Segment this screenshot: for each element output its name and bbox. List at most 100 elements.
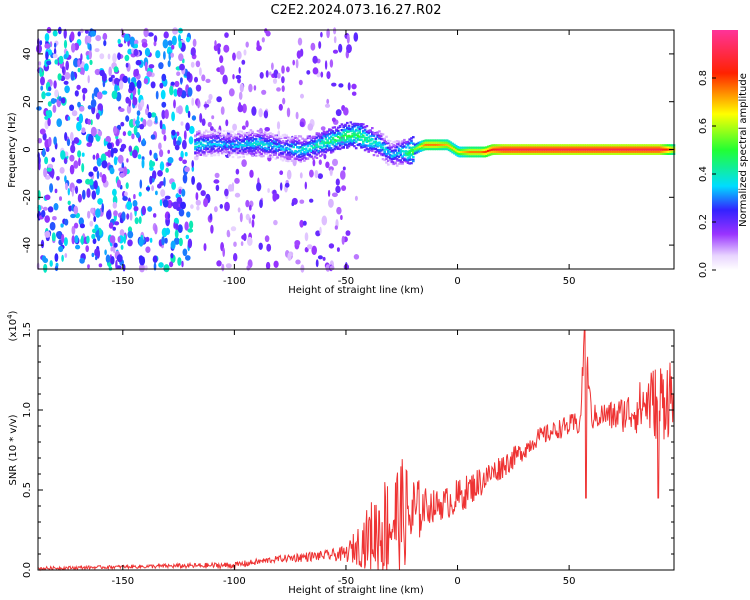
spectrogram-ridge-cell (578, 148, 581, 151)
spectrogram-ridge-cell (445, 141, 449, 144)
spectrogram-ridge-cell (358, 144, 362, 147)
spectrogram-ridge-cell (654, 144, 658, 147)
spectrogram-ridge-cell (215, 135, 219, 138)
spectrogram-ridge-cell (403, 157, 406, 160)
spectrogram-noise-cell (133, 206, 139, 212)
spectrogram-noise-cell (161, 109, 166, 120)
spectrogram-noise-cell (178, 188, 182, 194)
spectrogram-ridge-cell (619, 148, 622, 151)
spectrogram-noise-cell (185, 104, 189, 114)
spectrogram-ridge-cell (371, 131, 374, 134)
spectrogram-ridge-cell (412, 160, 415, 163)
spectrogram-ridge-cell (551, 152, 554, 155)
spectrogram-ridge-cell (249, 141, 253, 144)
spectrogram-ridge-cell (271, 142, 274, 145)
spectrogram-ridge-cell (254, 154, 258, 157)
spectrogram-ridge-cell (374, 142, 378, 145)
x-tick-label: -100 (223, 576, 246, 587)
spectrogram-noise-cell (228, 88, 235, 97)
spectrogram-ridge-cell (470, 155, 474, 158)
spectrogram-ridge-cell (538, 152, 542, 155)
spectrogram-ridge-cell (392, 141, 395, 144)
spectrogram-noise-cell (66, 138, 71, 147)
spectrogram-ridge-cell (312, 150, 315, 153)
spectrogram-ridge-cell (356, 124, 360, 127)
spectrogram-ridge-cell (215, 131, 219, 134)
spectrogram-noise-cell (185, 234, 189, 240)
spectrogram-ridge-cell (362, 126, 365, 129)
spectrogram-ridge-cell (337, 126, 340, 129)
spectrogram-ridge-cell (224, 152, 228, 155)
spectrogram-noise-cell (77, 59, 81, 68)
spectrogram-ridge-cell (374, 147, 378, 150)
spectrogram-ridge-cell (321, 136, 324, 139)
spectrogram-noise-cell (195, 199, 201, 206)
spectrogram-ridge-cell (529, 152, 533, 155)
spectrogram-ridge-cell (262, 147, 265, 150)
spectrogram-ridge-cell (238, 135, 242, 138)
spectrogram-ridge-cell (653, 146, 656, 149)
spectrogram-ridge-cell (197, 149, 201, 152)
spectrogram-ridge-cell (433, 141, 436, 144)
spectrogram-ridge-cell (488, 147, 492, 150)
spectrogram-ridge-cell (287, 143, 290, 146)
spectrogram-ridge-cell (306, 153, 310, 156)
spectrogram-ridge-cell (335, 139, 338, 142)
spectrogram-noise-cell (278, 103, 283, 111)
spectrogram-noise-cell (190, 204, 194, 209)
spectrogram-ridge-cell (429, 148, 433, 151)
spectrogram-noise-cell (76, 84, 81, 90)
spectrogram-ridge-cell (562, 150, 565, 153)
spectrogram-noise-cell (345, 230, 351, 236)
spectrogram-ridge-cell (378, 144, 381, 147)
spectrogram-ridge-cell (545, 148, 549, 151)
spectrogram-ridge-cell (638, 146, 642, 149)
spectrogram-ridge-cell (565, 148, 569, 151)
spectrogram-ridge-cell (313, 140, 317, 143)
spectrogram-noise-cell (216, 96, 222, 103)
spectrogram-ridge-cell (212, 151, 215, 154)
spectrogram-noise-cell (225, 119, 229, 127)
spectrogram-noise-cell (175, 223, 179, 232)
spectrogram-ridge-cell (585, 146, 588, 149)
spectrogram-noise-cell (304, 232, 309, 242)
spectrogram-ridge-cell (333, 145, 337, 148)
spectrogram-ridge-cell (406, 150, 410, 154)
spectrogram-ridge-cell (520, 148, 524, 151)
spectrogram-noise-cell (138, 216, 142, 225)
spectrogram-ridge-cell (199, 146, 203, 150)
spectrogram-ridge-cell (224, 139, 228, 142)
spectrogram-ridge-cell (283, 143, 287, 147)
spectrogram-ridge-cell (528, 146, 531, 149)
spectrogram-ridge-cell (395, 140, 399, 143)
spectrogram-noise-cell (43, 263, 48, 273)
spectrogram-ridge-cell (392, 149, 395, 152)
spectrogram-ridge-cell (578, 150, 581, 153)
spectrogram-ridge-cell (262, 143, 265, 146)
spectrogram-noise-cell (232, 52, 236, 61)
spectrogram-noise-cell (342, 166, 346, 171)
spectrogram-ridge-cell (440, 145, 444, 149)
spectrogram-noise-cell (63, 28, 67, 39)
spectrogram-noise-cell (338, 83, 344, 88)
spectrogram-ridge-cell (329, 135, 333, 138)
spectrogram-ridge-cell (406, 141, 410, 144)
spectrogram-noise-cell (94, 68, 101, 76)
spectrogram-ridge-cell (501, 152, 504, 155)
spectrogram-ridge-cell (592, 150, 595, 153)
spectrogram-ridge-cell (549, 146, 553, 149)
spectrogram-ridge-cell (317, 132, 320, 135)
spectrogram-noise-cell (114, 77, 120, 86)
spectrogram-ridge-cell (542, 152, 545, 155)
spectrogram-ridge-cell (504, 152, 508, 155)
spectrogram-noise-cell (220, 106, 225, 115)
spectrogram-ridge-cell (208, 142, 212, 145)
spectrogram-ridge-cell (342, 131, 345, 134)
spectrogram-ridge-cell (383, 158, 386, 162)
spectrogram-ridge-cell (649, 150, 653, 153)
spectrogram-ridge-cell (363, 138, 367, 141)
spectrogram-ridge-cell (283, 142, 287, 145)
spectrogram-ridge-cell (392, 162, 395, 166)
spectrogram-ridge-cell (583, 144, 586, 147)
spectrogram-ridge-cell (226, 134, 229, 137)
